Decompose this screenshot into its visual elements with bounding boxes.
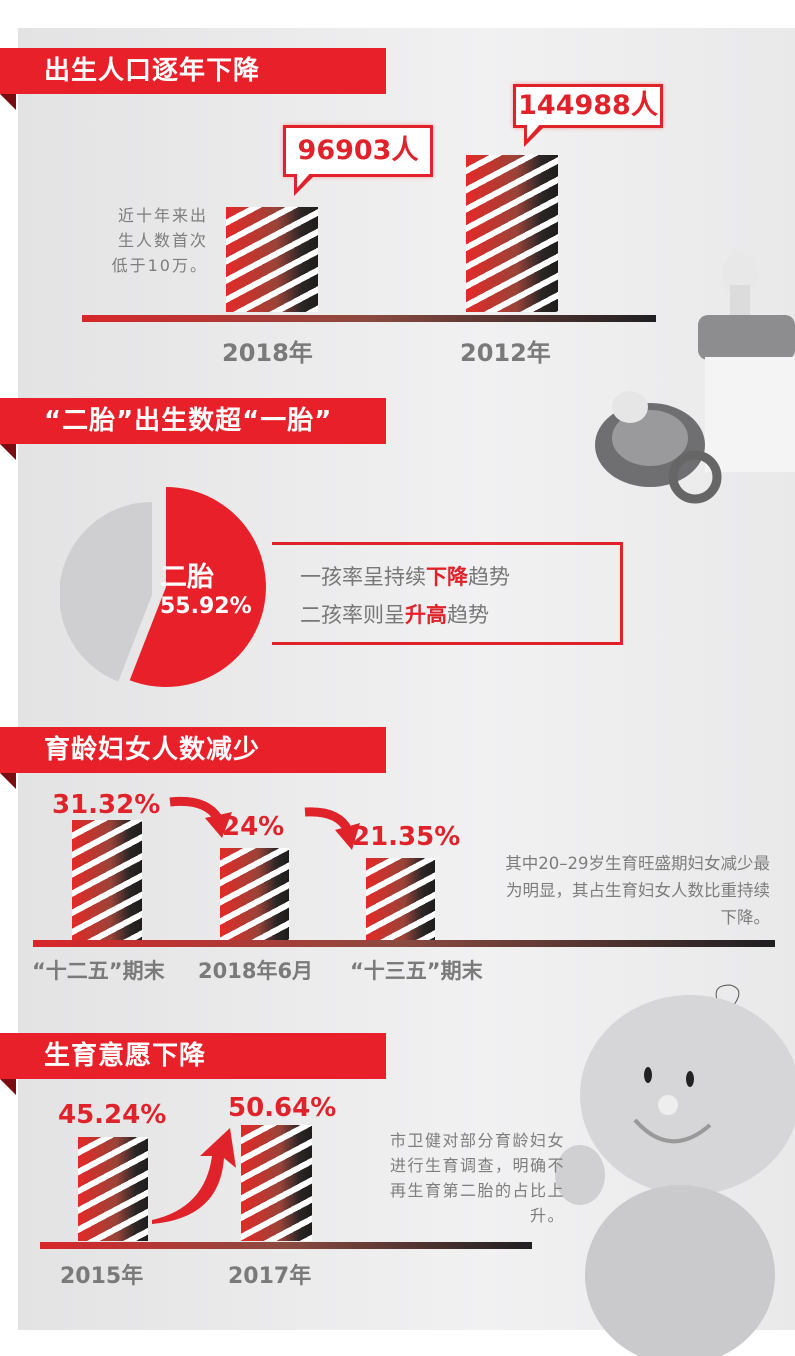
data-label: 45.24%: [58, 1100, 167, 1130]
x-label: “十二五”期末: [32, 959, 165, 983]
highlight-text: 下降: [426, 565, 468, 589]
highlight-text: 升高: [405, 603, 447, 627]
baby-bottle-pacifier-illustration: [595, 253, 795, 504]
bar: [241, 1124, 312, 1241]
section-title-second-child: “二胎”出生数超“一胎”: [0, 398, 386, 460]
x-label: “十三五”期末: [350, 959, 483, 983]
x-label: 2017年: [228, 1264, 312, 1289]
pie-slice-other: [60, 502, 152, 682]
fertility-note: 市卫健对部分育龄妇女进行生育调查，明确不再生育第二胎的占比上升。: [389, 1131, 565, 1225]
text: 趋势: [468, 565, 510, 589]
up-arrow-icon: [152, 1128, 236, 1224]
pie-chart: [60, 487, 266, 687]
baby-illustration: [555, 984, 795, 1356]
section-title-women: 育龄妇女人数减少: [0, 727, 386, 789]
trend-box: 一孩率呈持续下降趋势 二孩率则呈升高趋势: [272, 542, 623, 645]
data-label: 31.32%: [52, 790, 161, 820]
down-arrow-icons: [169, 796, 360, 850]
x-label: 2018年6月: [198, 959, 314, 983]
x-label: 2018年: [222, 339, 313, 367]
pie-label: 二胎: [160, 562, 214, 593]
women-note: 其中20–29岁生育旺盛期妇女减少最为明显，其占生育妇女人数比重持续下降。: [505, 854, 770, 927]
text: 一孩率呈持续: [300, 565, 426, 589]
section-title-births: 出生人口逐年下降: [0, 48, 386, 110]
data-label: 21.35%: [352, 822, 461, 852]
axis-line: [40, 1242, 532, 1249]
x-label: 2012年: [460, 339, 551, 367]
data-label: 50.64%: [228, 1093, 337, 1123]
trend-line-first: 一孩率呈持续下降趋势: [300, 561, 510, 591]
bar: [72, 819, 142, 940]
data-label: 144988人: [518, 90, 658, 121]
pie-value: 55.92%: [160, 594, 252, 619]
axis-line: [33, 940, 775, 947]
births-note: 近十年来出生人数首次低于10万。: [111, 206, 208, 275]
section-title-fertility-intent: 生育意愿下降: [0, 1033, 386, 1095]
bar-2012: [466, 155, 558, 312]
trend-line-second: 二孩率则呈升高趋势: [300, 599, 489, 629]
bar-2018: [226, 207, 318, 312]
bar: [366, 858, 435, 940]
text: 趋势: [447, 603, 489, 627]
bar: [220, 847, 289, 940]
x-label: 2015年: [60, 1264, 144, 1289]
data-label: 96903人: [297, 135, 419, 166]
data-label-callout: 96903人: [283, 125, 433, 196]
text: 二孩率则呈: [300, 603, 405, 627]
data-label-callout: 144988人: [513, 84, 663, 147]
pie-slice-second-child: [129, 487, 266, 687]
bar: [78, 1136, 148, 1241]
data-label: 24%: [222, 812, 285, 842]
axis-line: [82, 315, 656, 322]
